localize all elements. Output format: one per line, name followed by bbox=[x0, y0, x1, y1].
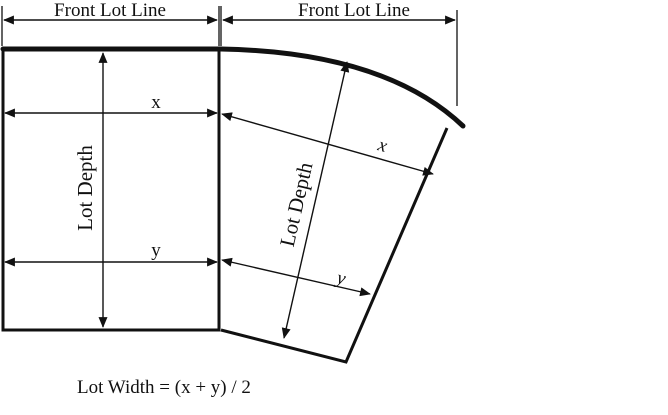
front-lot-line-left-label: Front Lot Line bbox=[54, 0, 166, 21]
lot-depth-label-right: Lot Depth bbox=[275, 159, 318, 248]
front-lot-line-right-label: Front Lot Line bbox=[298, 0, 410, 21]
x-label-left: x bbox=[151, 92, 161, 113]
lot-depth-dimension-right bbox=[281, 61, 350, 339]
lot-width-formula: Lot Width = (x + y) / 2 bbox=[77, 377, 251, 398]
irregular-lot-outline bbox=[220, 127, 449, 364]
rectangular-lot-outline bbox=[1, 50, 221, 332]
x-dimension-right bbox=[221, 112, 434, 176]
front-lot-line bbox=[0, 46, 466, 129]
y-dimension-right bbox=[221, 257, 371, 297]
y-label-left: y bbox=[151, 240, 161, 261]
lot-depth-label-left: Lot Depth bbox=[73, 145, 97, 231]
x-label-right: x bbox=[375, 134, 390, 157]
y-label-right: y bbox=[333, 267, 348, 290]
